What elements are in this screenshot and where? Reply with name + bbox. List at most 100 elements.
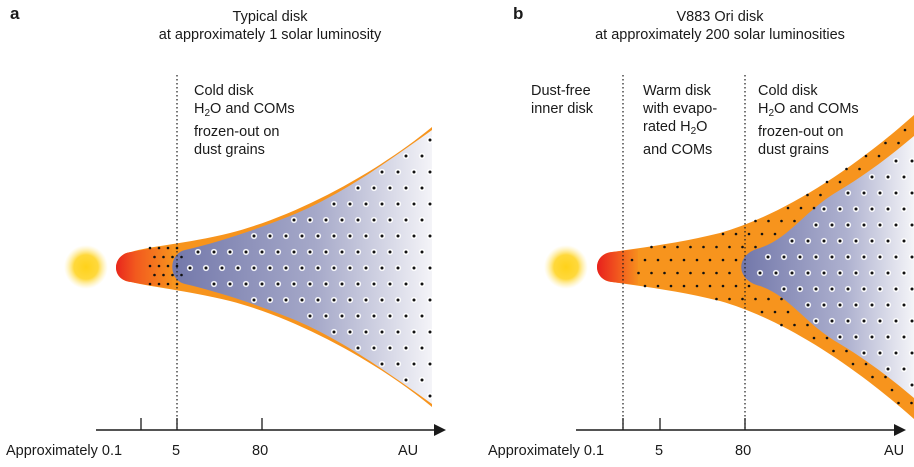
- panel-b-star: [544, 245, 588, 289]
- dust-grain: [396, 202, 400, 206]
- dust-grain: [760, 310, 764, 314]
- dust-grain: [830, 223, 834, 227]
- dust-grain: [886, 303, 890, 307]
- dust-grain: [854, 271, 858, 275]
- dust-grain: [332, 298, 336, 302]
- dust-grain: [204, 266, 208, 270]
- dust-grain: [348, 234, 352, 238]
- dust-grain: [252, 266, 256, 270]
- dust-grain: [292, 282, 296, 286]
- dust-grain: [300, 298, 304, 302]
- dust-grain: [774, 271, 778, 275]
- dust-grain: [412, 266, 416, 270]
- dust-grain: [894, 159, 898, 163]
- dust-grain: [300, 234, 304, 238]
- dust-grain: [428, 234, 432, 238]
- dust-grain: [308, 314, 312, 318]
- dust-grain: [212, 250, 216, 254]
- dust-grain: [316, 266, 320, 270]
- dust-grain: [292, 250, 296, 254]
- dust-grain: [728, 271, 731, 275]
- dust-grain: [902, 271, 906, 275]
- zone-line-chem: H2O and COMs: [758, 101, 859, 119]
- dust-grain: [854, 207, 858, 211]
- panel-a-star: [64, 245, 108, 289]
- dust-grain: [886, 207, 890, 211]
- dust-grain: [268, 266, 272, 270]
- dust-grain: [870, 175, 874, 179]
- dust-grain: [388, 314, 392, 318]
- dust-grain: [372, 186, 376, 190]
- dust-grain: [148, 282, 152, 286]
- dust-grain: [153, 255, 156, 259]
- dust-grain: [650, 271, 653, 275]
- dust-grain: [388, 282, 392, 286]
- dust-grain: [702, 271, 705, 275]
- dust-grain: [721, 258, 725, 262]
- dust-grain: [332, 266, 336, 270]
- dust-grain: [862, 255, 866, 259]
- dust-grain: [758, 271, 762, 275]
- dust-grain: [663, 245, 666, 249]
- dust-grain: [877, 154, 881, 158]
- dust-grain: [175, 264, 179, 268]
- panel-b-zone-dust-free: Dust-free inner disk: [531, 82, 593, 118]
- panel-b-tick-label-1: 5: [655, 443, 664, 459]
- dust-grain: [348, 298, 352, 302]
- dust-grain: [412, 362, 416, 366]
- dust-grain: [372, 314, 376, 318]
- dust-grain: [236, 266, 240, 270]
- dust-grain: [894, 287, 898, 291]
- panel-a-drawing: [64, 75, 446, 436]
- panel-b-letter: b: [513, 4, 524, 23]
- dust-grain: [741, 297, 744, 301]
- dust-grain: [372, 250, 376, 254]
- dust-grain: [412, 298, 416, 302]
- zone-line: frozen-out on: [194, 124, 280, 140]
- dust-grain: [356, 346, 360, 350]
- dust-grain: [786, 310, 790, 314]
- dust-grain: [864, 154, 868, 158]
- dust-grain: [790, 271, 794, 275]
- panel-b-zone-warm: Warm disk with evapo- rated H2O and COMs: [643, 82, 717, 159]
- dust-grain: [364, 234, 368, 238]
- dust-grain: [364, 298, 368, 302]
- dust-grain: [420, 154, 424, 158]
- dust-grain: [741, 245, 744, 249]
- dust-grain: [715, 245, 718, 249]
- dust-grain: [404, 314, 408, 318]
- dust-grain: [902, 335, 906, 339]
- dust-grain: [806, 303, 810, 307]
- dust-grain: [650, 245, 653, 249]
- dust-grain: [910, 191, 914, 195]
- dust-grain: [428, 330, 432, 334]
- dust-grain: [854, 335, 858, 339]
- panel-b-tick-label-2: 80: [735, 443, 752, 459]
- dust-grain: [689, 245, 692, 249]
- dust-grain: [162, 255, 165, 259]
- dust-grain: [276, 282, 280, 286]
- dust-grain: [324, 314, 328, 318]
- dust-grain: [669, 284, 673, 288]
- dust-grain: [404, 250, 408, 254]
- dust-grain: [728, 297, 731, 301]
- dust-grain: [153, 273, 156, 277]
- dust-grain: [348, 202, 352, 206]
- dust-grain: [806, 271, 810, 275]
- dust-grain: [396, 266, 400, 270]
- dust-grain: [830, 287, 834, 291]
- dust-grain: [773, 310, 777, 314]
- panel-b-axis-unit: AU: [884, 443, 905, 459]
- dust-grain: [878, 255, 882, 259]
- dust-grain: [838, 335, 842, 339]
- dust-grain: [845, 349, 848, 353]
- dust-grain: [886, 335, 890, 339]
- dust-grain: [846, 319, 850, 323]
- dust-grain: [643, 258, 647, 262]
- dust-grain: [864, 362, 868, 366]
- panel-a-inner-rim: [115, 246, 172, 288]
- dust-grain: [721, 232, 725, 236]
- panel-b-drawing: [544, 75, 914, 436]
- dust-grain: [676, 271, 679, 275]
- dust-grain: [284, 266, 288, 270]
